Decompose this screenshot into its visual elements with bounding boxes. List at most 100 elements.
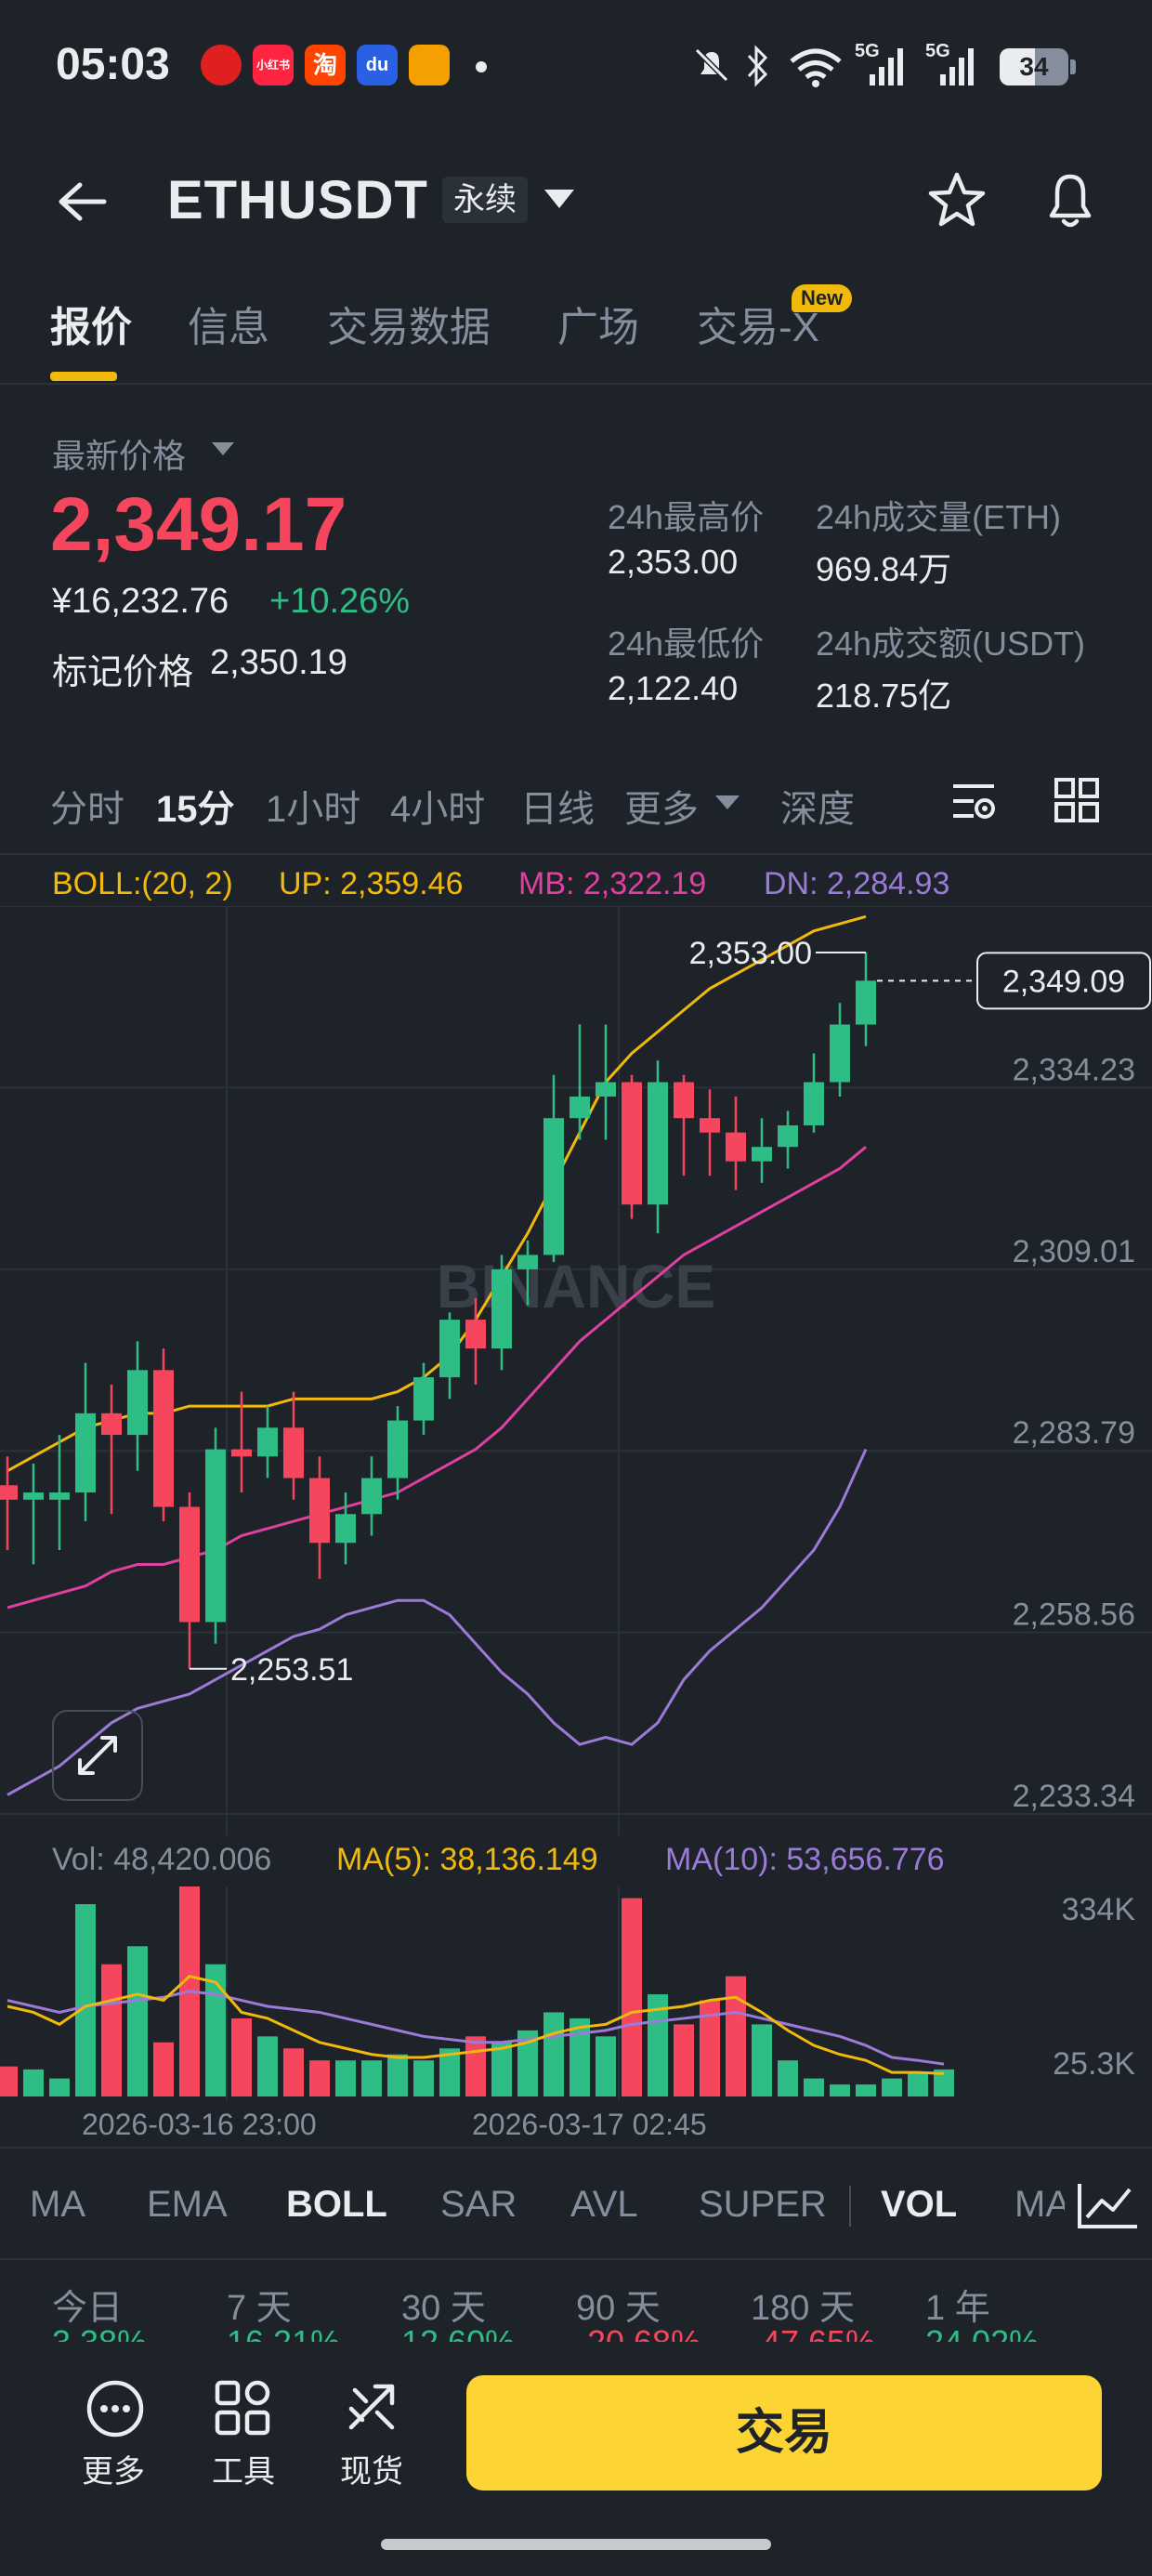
expand-chart-button[interactable] xyxy=(52,1710,143,1801)
chart-settings-icon[interactable] xyxy=(949,777,998,825)
volume-bar xyxy=(23,2069,44,2096)
last-price: 2,349.17 xyxy=(50,482,347,567)
contract-type-badge[interactable]: 永续 xyxy=(442,177,528,223)
vol-ma5-line xyxy=(7,1975,945,2075)
volume-bar xyxy=(283,2048,304,2096)
change-percent: +10.26% xyxy=(269,582,411,621)
last-price-label[interactable]: 最新价格 xyxy=(52,437,187,475)
volume-bar xyxy=(752,2024,772,2096)
volume-bar xyxy=(674,2024,694,2096)
indicator-tab-sar[interactable]: SAR xyxy=(440,2184,517,2225)
xiaohongshu-icon: 小红书 xyxy=(253,45,294,85)
signal-1-icon xyxy=(870,48,903,85)
vol-legend: Vol: 48,420.006 xyxy=(52,1842,272,1877)
tab-square[interactable]: 广场 xyxy=(557,305,639,350)
more-button[interactable] xyxy=(74,2375,156,2496)
kline-chart[interactable]: 2,359.462,334.232,309.012,283.792,258.56… xyxy=(0,906,1152,1835)
candle-body xyxy=(439,1320,460,1378)
candle-body xyxy=(75,1413,96,1493)
caret-down-icon[interactable] xyxy=(715,795,740,809)
home-indicator[interactable] xyxy=(381,2539,771,2550)
boll-up-legend: UP: 2,359.46 xyxy=(279,866,464,901)
high-24h-label: 24h最高价 xyxy=(608,498,765,536)
tf-daily[interactable]: 日线 xyxy=(520,789,595,830)
tab-quote[interactable]: 报价 xyxy=(50,305,132,350)
candle-body xyxy=(778,1124,798,1148)
y-axis-label: 2,283.79 xyxy=(1013,1415,1135,1451)
candle-body xyxy=(804,1082,824,1125)
baidu-icon: du xyxy=(357,45,398,85)
volume-bar xyxy=(49,2078,70,2096)
cny-price: ¥16,232.76 xyxy=(52,582,229,621)
low-marker-label: 2,253.51 xyxy=(230,1652,353,1688)
volume-bar xyxy=(778,2060,798,2096)
spot-button[interactable] xyxy=(338,2375,409,2440)
date-label: 2026-03-17 02:45 xyxy=(472,2108,707,2141)
volume-bar xyxy=(726,1976,746,2096)
tf-1h[interactable]: 1小时 xyxy=(266,789,361,830)
volume-bar xyxy=(700,2000,720,2096)
vol-y-top-label: 334K xyxy=(1062,1892,1136,1927)
volume-bar xyxy=(439,2048,460,2096)
indicator-tab-ema[interactable]: EMA xyxy=(147,2184,228,2225)
wifi-icon xyxy=(790,48,842,87)
mute-bell-icon xyxy=(694,47,729,83)
tf-timeline[interactable]: 分时 xyxy=(50,789,124,830)
indicator-tab-avl[interactable]: AVL xyxy=(570,2184,638,2225)
vol-ma10-line xyxy=(7,1990,945,2066)
perf-value: 24.02% xyxy=(925,2323,1039,2342)
line-chart-icon xyxy=(1078,2184,1137,2228)
low-24h-label: 24h最低价 xyxy=(608,624,765,663)
tf-depth[interactable]: 深度 xyxy=(780,789,855,830)
indicator-tab-ma-sub[interactable]: MA xyxy=(1015,2184,1070,2225)
indicator-edit-button[interactable] xyxy=(1065,2165,1152,2245)
tf-4h[interactable]: 4小时 xyxy=(390,789,486,830)
trade-button[interactable]: 交易 xyxy=(466,2375,1102,2491)
spot-label[interactable]: 现货 xyxy=(340,2454,403,2490)
indicator-tab-super[interactable]: SUPER xyxy=(699,2184,827,2225)
tools-button[interactable] xyxy=(208,2375,279,2440)
tab-trade-x[interactable]: 交易-X xyxy=(697,305,819,350)
separator xyxy=(849,2186,851,2227)
vol-24h-value: 969.84万 xyxy=(816,550,952,588)
candle-body xyxy=(49,1492,70,1500)
perf-value: 3.38% xyxy=(52,2323,147,2342)
grid-layout-icon[interactable] xyxy=(1054,777,1100,823)
indicator-tab-vol[interactable]: VOL xyxy=(881,2184,958,2225)
vol-ma10-legend: MA(10): 53,656.776 xyxy=(665,1842,945,1877)
tools-label[interactable]: 工具 xyxy=(212,2454,275,2490)
candle-body xyxy=(413,1377,434,1421)
volume-bar xyxy=(622,1898,642,2096)
tab-info[interactable]: 信息 xyxy=(188,305,269,350)
candle-body xyxy=(387,1420,408,1479)
amount-24h-label: 24h成交额(USDT) xyxy=(816,624,1086,663)
chevron-down-icon[interactable] xyxy=(544,190,574,208)
caret-down-icon[interactable] xyxy=(212,442,234,455)
volume-bar xyxy=(309,2060,330,2096)
tf-15m[interactable]: 15分 xyxy=(156,789,235,830)
more-icon xyxy=(86,2380,144,2438)
tools-icon xyxy=(215,2380,270,2436)
battery-level: 34 xyxy=(1019,52,1049,81)
boll-dn-line xyxy=(7,1448,868,1796)
favorite-star-button[interactable] xyxy=(925,169,988,232)
performance-row: 今日 7 天 30 天 90 天 180 天 1 年 3.38% 16.21% … xyxy=(0,2267,1152,2342)
volume-chart[interactable]: 334K 25.3K xyxy=(0,1886,1152,2100)
vol-y-bottom-label: 25.3K xyxy=(1053,2046,1135,2082)
back-button[interactable] xyxy=(52,172,111,231)
candle-body xyxy=(335,1514,356,1544)
indicator-tab-boll[interactable]: BOLL xyxy=(286,2184,387,2225)
current-price-label: 2,349.09 xyxy=(1002,964,1125,999)
y-axis-label: 2,334.23 xyxy=(1013,1052,1135,1087)
alert-bell-button[interactable] xyxy=(1039,167,1102,234)
volume-bar xyxy=(231,2017,252,2096)
amount-24h-value: 218.75亿 xyxy=(816,677,952,715)
status-time: 05:03 xyxy=(56,40,170,89)
perf-label: 7 天 xyxy=(227,2289,292,2328)
tab-trading-data[interactable]: 交易数据 xyxy=(327,305,491,350)
battery-icon: 34 xyxy=(1000,48,1068,85)
symbol-title[interactable]: ETHUSDT xyxy=(167,170,428,230)
tf-more[interactable]: 更多 xyxy=(624,789,699,830)
indicator-tab-ma[interactable]: MA xyxy=(30,2184,85,2225)
more-label[interactable]: 更多 xyxy=(82,2454,145,2490)
